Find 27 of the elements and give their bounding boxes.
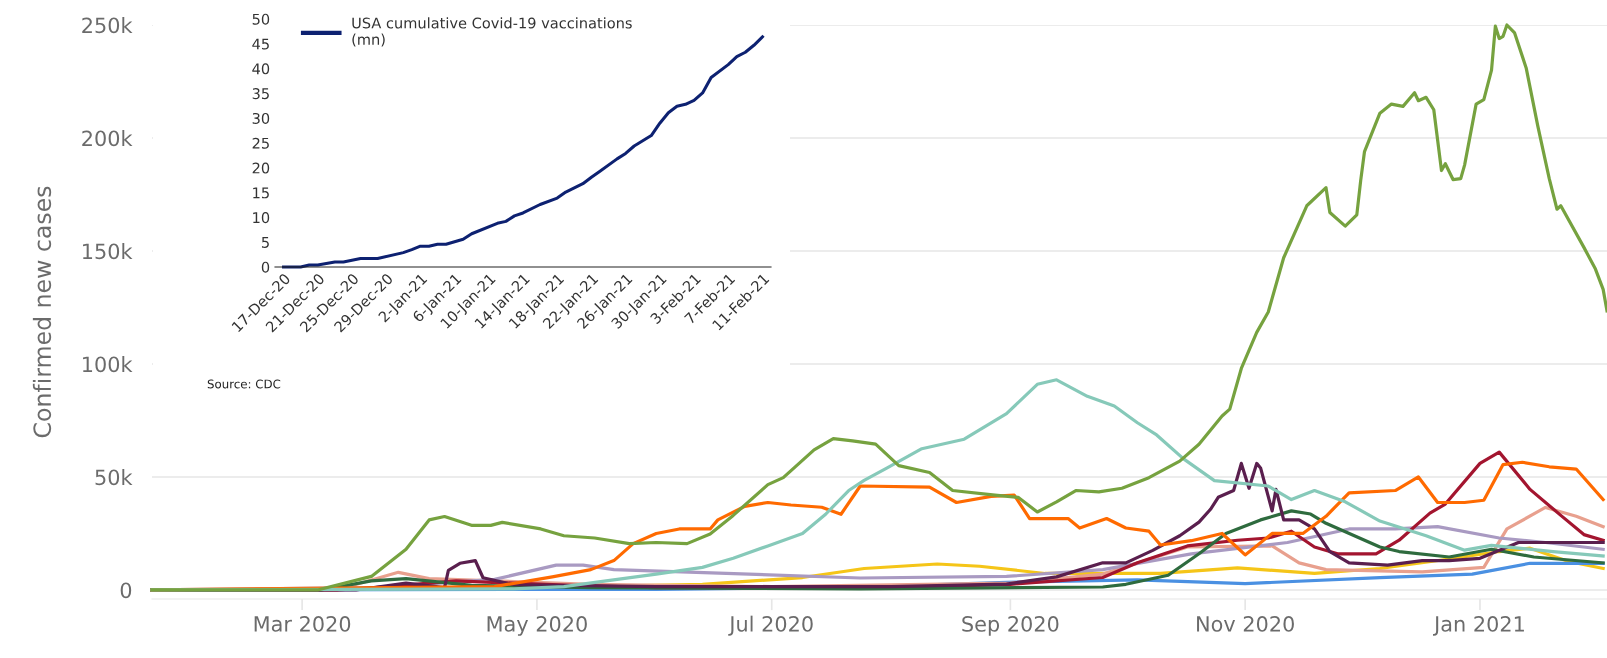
x-tick-label: Jan 2021	[1433, 616, 1524, 636]
y-tick-label: 45	[252, 38, 269, 50]
y-tick-label: 25	[252, 137, 269, 149]
y-tick-label: 20	[252, 162, 270, 174]
x-tick-label: May 2020	[487, 616, 587, 636]
y-tick-label: 0	[261, 261, 270, 273]
y-tick-label: 15	[253, 187, 269, 199]
y-axis-title: Confirmed new cases	[32, 186, 52, 438]
y-tick-label: 100k	[83, 356, 133, 373]
annotation: Source: CDC	[207, 379, 281, 389]
y-tick-label: 0	[120, 582, 132, 599]
line-series	[282, 35, 764, 269]
y-tick-label: 30	[252, 112, 270, 124]
x-tick-label: Jul 2020	[728, 615, 813, 636]
y-tick-label: 250k	[82, 17, 133, 34]
y-tick-label: 50	[252, 13, 270, 25]
legend-label: USA cumulative Covid-19 vaccinations (mn)	[352, 17, 632, 47]
x-tick-label: Mar 2020	[254, 616, 351, 632]
y-tick-label: 40	[252, 63, 270, 75]
x-tick-label: Sep 2020	[962, 616, 1059, 636]
y-tick-label: 200k	[82, 130, 133, 147]
y-tick-label: 50k	[95, 469, 133, 486]
x-tick-label: Nov 2020	[1197, 616, 1294, 632]
y-tick-label: 5	[261, 237, 269, 248]
y-tick-label: 35	[252, 88, 269, 100]
y-tick-label: 10	[253, 212, 270, 224]
y-tick-label: 150k	[83, 243, 133, 260]
